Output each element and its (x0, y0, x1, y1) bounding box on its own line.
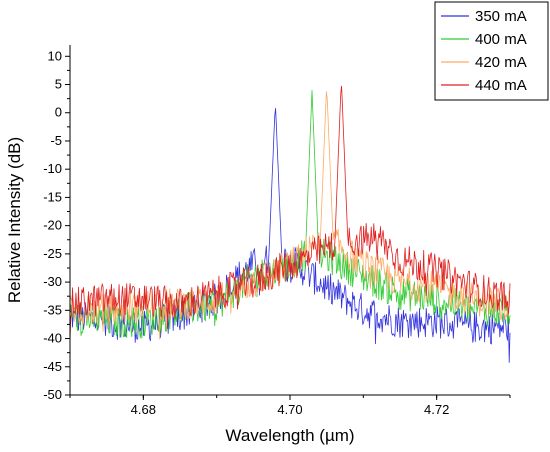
series-layer (69, 85, 511, 363)
legend-box (434, 1, 549, 101)
y-tick-label: 5 (55, 77, 62, 92)
y-tick-label: -35 (43, 302, 62, 317)
y-tick-label: -10 (43, 161, 62, 176)
y-tick-label: 0 (55, 105, 62, 120)
y-tick-label: -45 (43, 359, 62, 374)
y-tick-label: -5 (50, 133, 62, 148)
legend-label: 420 mA (475, 54, 527, 71)
series-line-0 (69, 108, 511, 363)
x-tick-label: 4.70 (277, 402, 302, 417)
y-tick-label: -20 (43, 218, 62, 233)
legend-label: 440 mA (475, 77, 527, 94)
legend-label: 400 mA (475, 31, 527, 48)
y-tick-label: -15 (43, 189, 62, 204)
legend: 350 mA 400 mA 420 mA 440 mA (434, 1, 549, 101)
y-tick-label: -30 (43, 274, 62, 289)
ticks-layer: 10 5 0 -5 -10 -15 -20 -25 -30 -35 -40 -45 -50 4.68 4.7… (43, 48, 511, 417)
series-line-3 (69, 85, 511, 342)
x-tick-label: 4.72 (424, 402, 449, 417)
x-axis-title: Wavelength (µm) (225, 426, 354, 445)
y-tick-label: -40 (43, 331, 62, 346)
y-tick-label: -25 (43, 246, 62, 261)
legend-label: 350 mA (475, 8, 527, 25)
y-axis-title: Relative Intensity (dB) (5, 137, 24, 303)
y-tick-label: 10 (48, 48, 62, 63)
y-tick-label: -50 (43, 387, 62, 402)
x-tick-label: 4.68 (131, 402, 156, 417)
